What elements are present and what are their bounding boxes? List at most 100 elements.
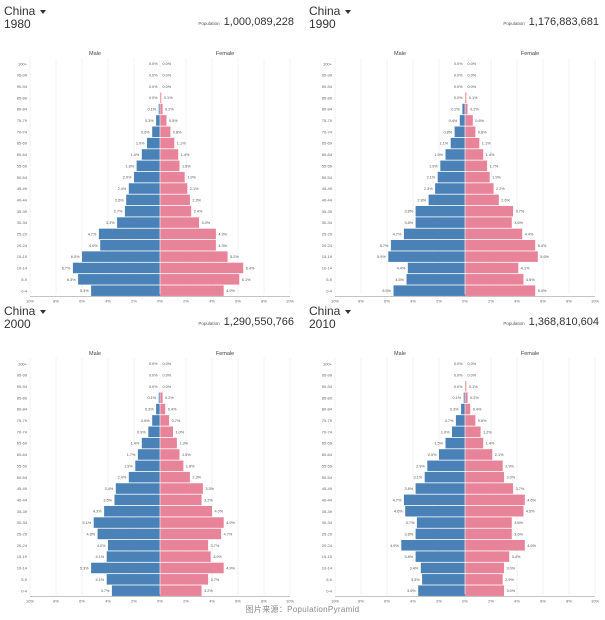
pyramid-panel-2000: China 2000 Population 1,290,550,766 Male… bbox=[0, 304, 300, 603]
male-value-label: 6.0% bbox=[71, 255, 80, 259]
female-bar bbox=[465, 115, 473, 126]
male-bar bbox=[82, 251, 160, 262]
female-bar bbox=[160, 517, 224, 528]
age-group-label: 50-54 bbox=[17, 475, 28, 480]
age-group-label: 60-64 bbox=[17, 152, 28, 157]
age-group-label: 65-69 bbox=[322, 441, 333, 446]
female-bar bbox=[465, 103, 468, 115]
female-value-label: 0.0% bbox=[468, 362, 477, 366]
population-caption: Population bbox=[198, 21, 220, 26]
country-selector[interactable]: China bbox=[309, 4, 352, 18]
male-value-label: 2.8% bbox=[417, 198, 426, 202]
male-bar bbox=[136, 160, 160, 172]
female-value-label: 1.2% bbox=[483, 430, 492, 434]
country-selector[interactable]: China bbox=[309, 304, 352, 318]
female-value-label: 0.0% bbox=[468, 85, 477, 89]
female-value-label: 0.1% bbox=[164, 96, 173, 100]
female-value-label: 3.2% bbox=[204, 498, 213, 502]
female-value-label: 1.4% bbox=[181, 153, 190, 157]
female-value-label: 2.6% bbox=[501, 198, 510, 202]
male-value-label: 0.0% bbox=[149, 96, 158, 100]
male-value-label: 3.4% bbox=[410, 566, 419, 570]
age-group-label: 90-94 bbox=[17, 384, 28, 389]
male-value-label: 4.7% bbox=[393, 498, 402, 502]
male-value-label: 0.0% bbox=[149, 62, 158, 66]
country-selector[interactable]: China bbox=[4, 4, 47, 18]
female-bar bbox=[160, 574, 209, 585]
age-group-label: 20-24 bbox=[17, 243, 28, 248]
male-bar bbox=[72, 262, 160, 274]
age-group-label: 45-49 bbox=[17, 486, 28, 491]
female-value-label: 3.4% bbox=[512, 555, 521, 559]
age-group-label: 75-79 bbox=[17, 118, 28, 123]
population-caption: Population bbox=[503, 321, 525, 326]
age-group-label: 60-64 bbox=[322, 152, 333, 157]
age-group-label: 25-29 bbox=[17, 532, 28, 537]
x-tick-label: 6% bbox=[235, 298, 241, 303]
male-value-label: 0.0% bbox=[149, 85, 158, 89]
caret-down-icon[interactable] bbox=[40, 9, 47, 14]
male-bar bbox=[152, 415, 160, 426]
x-tick-label: 10% bbox=[286, 298, 294, 303]
female-value-label: 0.0% bbox=[163, 74, 172, 78]
age-group-label: 50-54 bbox=[17, 175, 28, 180]
population-readout: Population 1,290,550,766 bbox=[198, 316, 294, 328]
male-bar bbox=[141, 437, 160, 449]
age-group-label: 15-19 bbox=[322, 254, 333, 259]
female-bar bbox=[465, 240, 536, 251]
male-value-label: 0.6% bbox=[141, 130, 150, 134]
female-value-label: 6.4% bbox=[246, 266, 255, 270]
country-selector[interactable]: China bbox=[4, 304, 47, 318]
female-bar bbox=[160, 240, 216, 251]
caret-down-icon[interactable] bbox=[345, 309, 352, 314]
age-group-label: 0-4 bbox=[21, 288, 28, 293]
female-bar bbox=[160, 585, 202, 596]
female-bar bbox=[160, 274, 240, 285]
female-value-label: 0.0% bbox=[163, 385, 172, 389]
male-value-label: 2.6% bbox=[115, 198, 124, 202]
female-value-label: 5.2% bbox=[230, 255, 239, 259]
male-bar bbox=[455, 415, 465, 426]
female-bar bbox=[160, 471, 190, 483]
male-value-label: 0.0% bbox=[454, 62, 463, 66]
caret-down-icon[interactable] bbox=[40, 309, 47, 314]
male-value-label: 5.5% bbox=[382, 289, 391, 293]
female-value-label: 3.3% bbox=[205, 487, 214, 491]
female-bar bbox=[465, 528, 512, 540]
age-group-label: 80-84 bbox=[17, 407, 28, 412]
male-bar bbox=[91, 285, 160, 296]
female-bar bbox=[160, 217, 199, 228]
female-value-label: 4.1% bbox=[521, 266, 530, 270]
female-value-label: 3.7% bbox=[516, 210, 525, 214]
female-bar bbox=[465, 262, 519, 274]
female-value-label: 3.0% bbox=[202, 221, 211, 225]
male-bar bbox=[124, 205, 160, 217]
female-bar bbox=[465, 92, 467, 103]
x-tick-label: 6% bbox=[540, 598, 546, 603]
age-group-label: 95-99 bbox=[322, 373, 333, 378]
pyramid-panel-1990: China 1990 Population 1,176,883,681 Male… bbox=[305, 4, 605, 303]
age-group-label: 75-79 bbox=[17, 418, 28, 423]
female-bar bbox=[160, 205, 192, 217]
age-group-label: 10-14 bbox=[17, 566, 28, 571]
male-bar bbox=[100, 240, 160, 251]
female-value-label: 4.6% bbox=[527, 498, 536, 502]
female-value-label: 1.9% bbox=[187, 176, 196, 180]
female-bar bbox=[465, 285, 536, 296]
male-value-label: 1.5% bbox=[434, 153, 443, 157]
female-bar bbox=[465, 217, 512, 228]
male-bar bbox=[406, 274, 465, 285]
age-group-label: 40-44 bbox=[322, 197, 333, 202]
x-tick-label: 2% bbox=[436, 298, 442, 303]
male-value-label: 4.7% bbox=[393, 232, 402, 236]
male-value-label: 4.0% bbox=[97, 544, 106, 548]
female-bar bbox=[160, 194, 190, 206]
caret-down-icon[interactable] bbox=[345, 9, 352, 14]
female-bar bbox=[160, 415, 170, 426]
x-tick-label: 8% bbox=[566, 298, 572, 303]
female-bar bbox=[465, 392, 468, 403]
age-group-label: 20-24 bbox=[322, 243, 333, 248]
x-tick-label: 8% bbox=[261, 298, 267, 303]
female-value-label: 0.0% bbox=[163, 362, 172, 366]
age-group-label: 70-74 bbox=[322, 129, 333, 134]
